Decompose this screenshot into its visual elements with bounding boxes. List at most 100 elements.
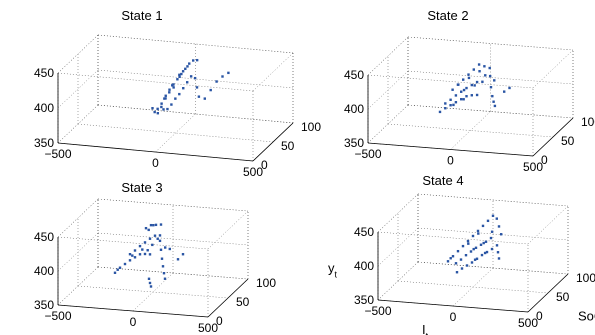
data-point [133, 249, 137, 252]
grid-line [407, 36, 574, 51]
data-point [168, 91, 171, 94]
data-point [154, 223, 158, 227]
box-edge [207, 210, 249, 250]
data-point [497, 225, 501, 228]
data-point [158, 239, 162, 243]
data-point [492, 100, 495, 103]
data-point [143, 252, 147, 256]
data-point [491, 214, 495, 217]
data-point [203, 97, 206, 100]
data-point [133, 256, 137, 259]
data-point [146, 249, 149, 252]
x-axis-label: It [422, 322, 429, 335]
grid-line [417, 227, 569, 241]
data-point [488, 66, 491, 70]
x-axis-line [377, 299, 529, 313]
data-point [500, 233, 503, 236]
data-point [483, 65, 486, 68]
z-tick-label: 400 [34, 264, 54, 278]
data-point [465, 95, 468, 98]
box-edge [57, 236, 209, 250]
data-point [474, 246, 478, 249]
data-point [128, 253, 132, 256]
data-point [171, 84, 174, 87]
data-point [489, 86, 493, 89]
box-edge [57, 72, 254, 92]
data-point [497, 257, 501, 260]
x-tick-label: 500 [198, 321, 218, 335]
data-point [470, 83, 473, 87]
data-point [459, 258, 463, 261]
data-point [178, 75, 181, 79]
data-point [209, 88, 212, 92]
data-point [493, 104, 497, 108]
data-point [156, 112, 160, 115]
z-tick-label: 400 [34, 101, 54, 115]
data-point [153, 234, 157, 237]
y-axis-label: SoCt [578, 309, 595, 328]
data-point [454, 101, 458, 104]
data-point [181, 70, 185, 73]
y-tick-label: 100 [256, 276, 276, 290]
data-point [174, 97, 177, 100]
z-tick-label: 400 [354, 259, 374, 273]
grid-line [377, 227, 419, 267]
data-point [495, 244, 499, 247]
data-point [473, 258, 477, 261]
grid-line [450, 111, 491, 150]
data-point [186, 81, 189, 84]
data-point [166, 107, 169, 111]
data-point [116, 268, 119, 271]
data-point [182, 87, 185, 90]
data-point [485, 250, 489, 254]
data-point [473, 84, 476, 87]
data-point [148, 237, 152, 240]
x-tick-label: −500 [44, 309, 71, 323]
y-tick-label: 100 [581, 115, 595, 129]
grid-line [407, 70, 574, 85]
data-point [189, 75, 193, 78]
data-point [163, 277, 167, 280]
data-point [156, 237, 159, 240]
z-tick-label: 350 [354, 293, 374, 307]
box-edge [377, 231, 529, 245]
grid-line [57, 69, 99, 109]
data-point [195, 58, 199, 62]
grid-line [367, 36, 409, 76]
data-point [462, 88, 466, 92]
grid-line [57, 104, 99, 144]
data-point [144, 226, 148, 230]
grid-line [97, 232, 249, 246]
data-point [454, 94, 458, 97]
data-point [168, 247, 171, 251]
data-point [460, 90, 463, 93]
data-point [438, 110, 442, 114]
data-point [449, 257, 452, 260]
data-point [478, 70, 481, 73]
data-point [449, 98, 452, 101]
y-axis-line [527, 273, 569, 313]
grid-line [57, 198, 99, 238]
data-point [118, 266, 122, 269]
box-edge [527, 205, 569, 245]
grid-line [387, 123, 554, 138]
y-tick-label: 0 [536, 309, 543, 323]
data-point [455, 271, 459, 274]
data-point [467, 242, 470, 245]
data-point [147, 277, 151, 280]
data-point [464, 254, 468, 257]
data-point [138, 253, 142, 256]
x-tick-label: 0 [152, 156, 159, 170]
data-point [479, 243, 483, 246]
data-point [195, 86, 199, 89]
data-point [465, 264, 469, 267]
data-point [181, 253, 185, 256]
data-point [482, 241, 485, 245]
grid-line [377, 193, 419, 233]
grid-line [97, 266, 249, 280]
data-point [227, 71, 230, 75]
x-axis-line [367, 142, 534, 157]
data-point [451, 88, 454, 91]
data-point [186, 65, 189, 68]
